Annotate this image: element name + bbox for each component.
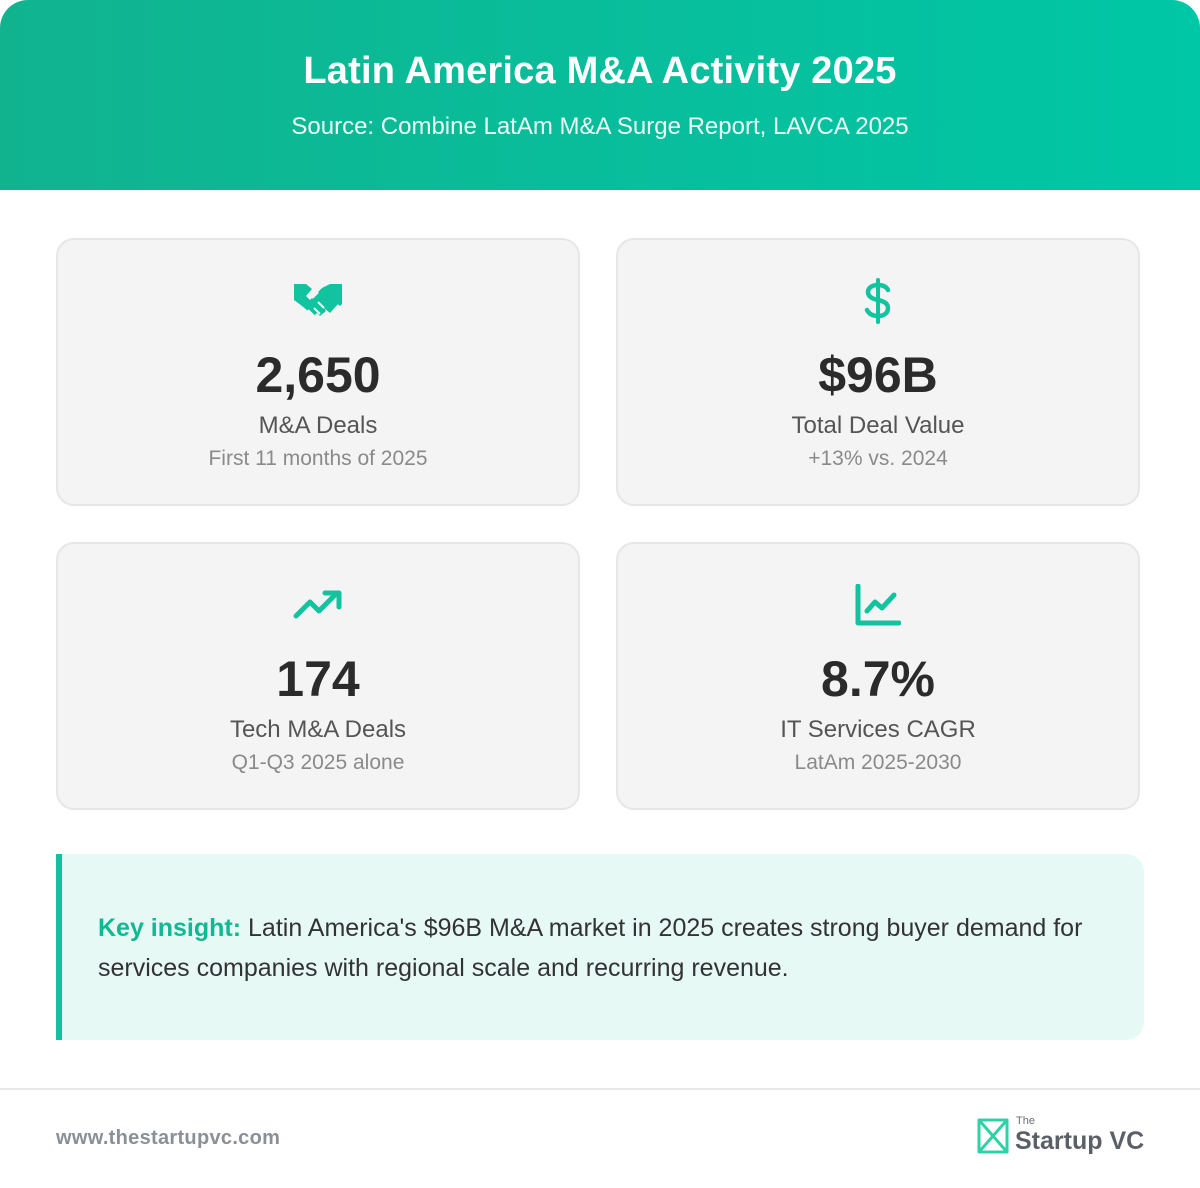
startupvc-logo: The Startup VC: [975, 1115, 1150, 1159]
stat-value: 2,650: [255, 347, 381, 403]
stat-card-tech: 174 Tech M&A Deals Q1-Q3 2025 alone: [56, 542, 580, 810]
stat-card-value: $96B Total Deal Value +13% vs. 2024: [616, 238, 1140, 506]
stat-label: Tech M&A Deals: [229, 716, 407, 743]
stat-card-cagr: 8.7% IT Services CAGR LatAm 2025-2030: [616, 542, 1140, 810]
page-subtitle: Source: Combine LatAm M&A Surge Report, …: [291, 113, 909, 140]
stat-label: Total Deal Value: [791, 412, 965, 439]
page-title: Latin America M&A Activity 2025: [303, 50, 897, 92]
stat-value: 8.7%: [821, 651, 935, 707]
stat-value: $96B: [818, 347, 938, 403]
key-insight-box: Key insight: Latin America's $96B M&A ma…: [56, 854, 1144, 1040]
stat-note: LatAm 2025-2030: [794, 751, 962, 774]
logo-small-text: The: [1016, 1115, 1035, 1127]
footer-divider: [0, 1088, 1200, 1090]
stat-value: 174: [276, 651, 360, 707]
logo-mark-icon: [977, 1118, 1009, 1154]
stat-note: +13% vs. 2024: [808, 447, 948, 470]
line-chart-icon: [618, 582, 1138, 628]
stat-label: M&A Deals: [258, 412, 378, 439]
dollar-icon: [618, 278, 1138, 324]
insight-text: Latin America's $96B M&A market in 2025 …: [98, 914, 1083, 982]
logo-brand-text: Startup VC: [1015, 1127, 1145, 1155]
stat-note: Q1-Q3 2025 alone: [231, 751, 405, 774]
insight-lead: Key insight:: [98, 914, 242, 942]
handshake-icon: [58, 278, 578, 324]
trending-up-icon: [58, 582, 578, 628]
stat-note: First 11 months of 2025: [208, 447, 428, 470]
stat-label: IT Services CAGR: [780, 716, 976, 743]
header-banner: Latin America M&A Activity 2025 Source: …: [0, 0, 1200, 190]
stat-card-deals: 2,650 M&A Deals First 11 months of 2025: [56, 238, 580, 506]
footer-url-link[interactable]: www.thestartupvc.com: [56, 1127, 281, 1149]
